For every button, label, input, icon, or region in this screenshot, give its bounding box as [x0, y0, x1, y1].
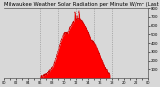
- Text: Milwaukee Weather Solar Radiation per Minute W/m² (Last 24 Hours): Milwaukee Weather Solar Radiation per Mi…: [4, 2, 160, 7]
